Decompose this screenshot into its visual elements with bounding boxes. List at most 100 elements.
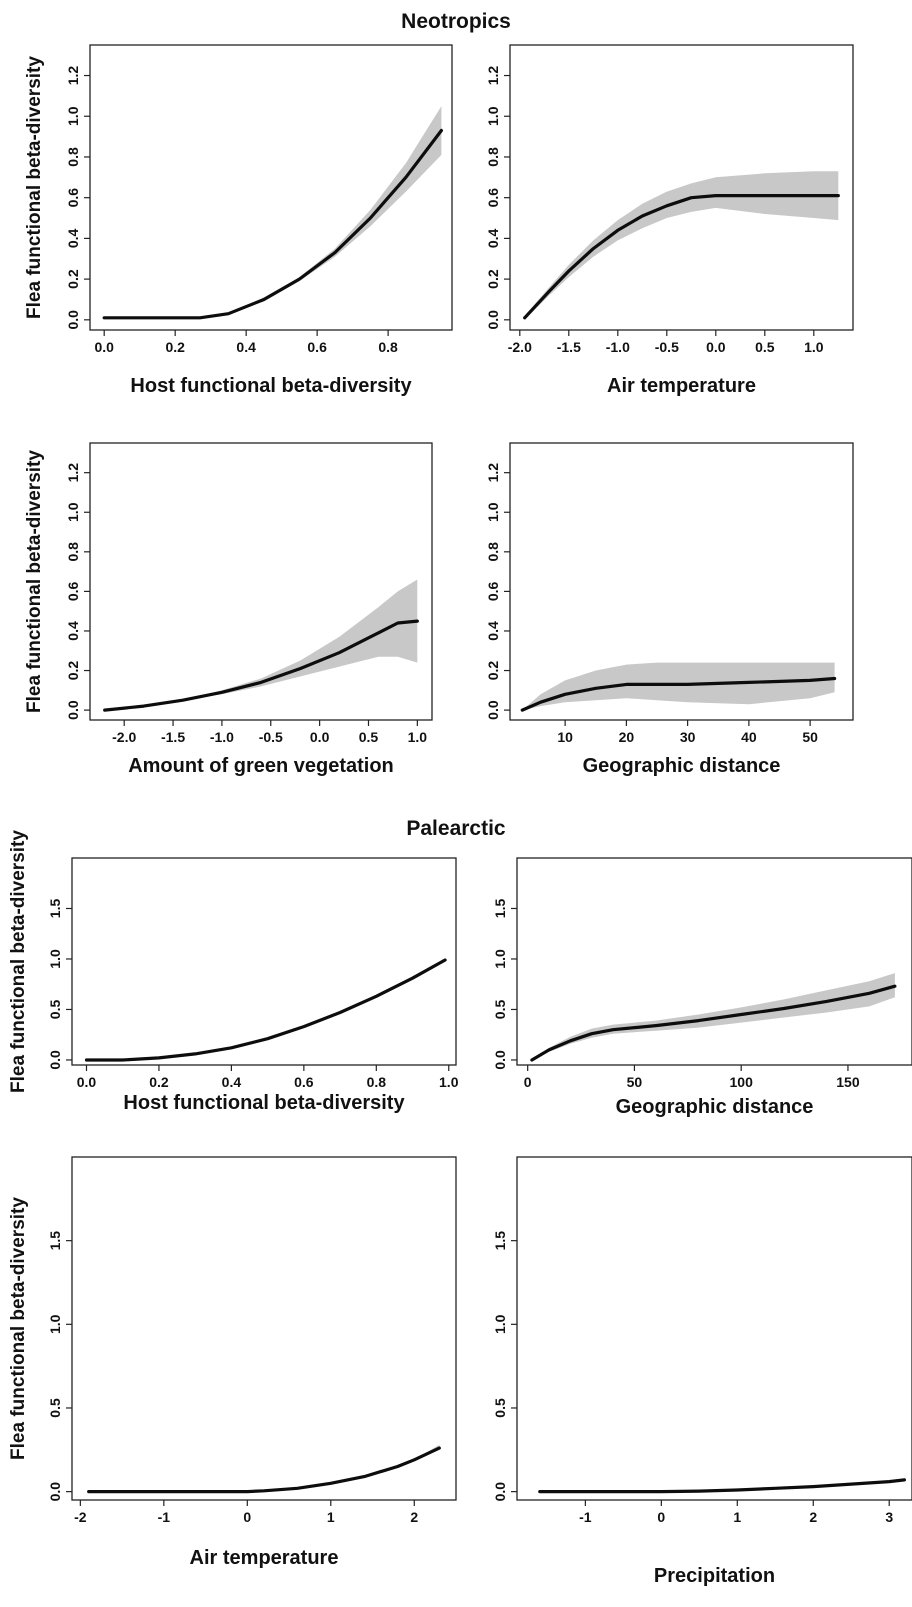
confidence-band [522,662,835,711]
x-tick-label: -1.0 [606,339,630,355]
y-tick-label: 0.8 [65,542,81,562]
y-tick-label: 0.8 [65,147,81,167]
plot-frame [516,857,912,1066]
section-title-palearctic: Palearctic [406,817,506,840]
y-tick-label: 1.5 [492,1231,508,1251]
x-tick-label: 30 [680,729,696,745]
fitted-curve [530,984,897,1062]
plot-frame [89,44,453,331]
x-tick-label: 0.2 [149,1074,169,1090]
panel-8: -1 0 1 2 3 0.0 0.5 1.0 1.5 Precipitation [492,1156,912,1587]
plot-frame [509,44,854,331]
x-tick-label: 10 [557,729,573,745]
confidence-band [104,106,442,318]
x-tick-label: 20 [619,729,635,745]
x-tick-label: 0.8 [378,339,398,355]
plot-frame [71,857,457,1066]
x-tick-label: 1.0 [439,1074,459,1090]
y-tick-label: 0.0 [65,310,81,330]
section-title-neotropics: Neotropics [401,10,511,33]
y-tick-label: 1.2 [485,463,501,483]
fitted-curve [103,619,419,712]
y-tick-label: 0.6 [65,188,81,208]
x-tick-label: 1.0 [408,729,428,745]
y-tick-label: 0.6 [485,581,501,601]
y-tick-label: 0.4 [65,621,81,641]
plot-frame [89,442,433,721]
fitted-curve [538,1478,906,1494]
x-tick-label: 0.0 [706,339,726,355]
y-tick-label: 1.0 [65,502,81,522]
confidence-band [524,171,839,320]
x-tick-label: 0.6 [307,339,327,355]
x-tick-label: -1.5 [557,339,581,355]
x-tick-label: 2 [809,1509,817,1525]
x-tick-label: 0.2 [165,339,185,355]
x-tick-label: 0.0 [310,729,330,745]
x-tick-label: -0.5 [259,729,283,745]
x-tick-label: 3 [885,1509,893,1525]
x-axis-label: Precipitation [654,1565,775,1587]
panel-7: -2 -1 0 1 2 0.0 0.5 1.0 1.5 Air temperature Flea f… [8,1156,457,1569]
y-tick-label: 0.0 [485,310,501,330]
plot-frame [71,1156,457,1501]
y-axis-label: Flea functional beta-diversity [8,830,29,1093]
x-axis-label: Geographic distance [616,1096,814,1118]
confidence-band [104,579,418,711]
y-tick-label: 0.2 [65,661,81,681]
y-tick-label: 1.5 [47,899,63,919]
x-tick-label: 100 [730,1074,754,1090]
x-tick-label: 2 [410,1509,418,1525]
y-tick-label: 1.0 [492,949,508,969]
x-tick-label: 0.5 [359,729,379,745]
panel-5: 0.0 0.2 0.4 0.6 0.8 1.0 0.0 0.5 1.0 1.5 Host funct… [8,830,459,1114]
y-tick-label: 0.5 [47,1398,63,1418]
y-tick-label: 0.0 [485,700,501,720]
y-tick-label: 1.0 [485,502,501,522]
panel-6: 0 50 100 150 0.0 0.5 1.0 1.5 Geographic distance [492,857,912,1118]
y-tick-label: 0.4 [65,228,81,248]
x-axis-label: Host functional beta-diversity [130,375,412,397]
x-tick-label: 0.0 [94,339,114,355]
x-tick-label: 0.4 [222,1074,242,1090]
x-tick-label: -2.0 [508,339,532,355]
y-tick-label: 1.0 [65,106,81,126]
y-tick-label: 1.5 [492,899,508,919]
x-tick-label: 0.0 [77,1074,97,1090]
x-tick-label: 50 [802,729,818,745]
x-tick-label: -1.0 [210,729,234,745]
x-tick-label: -1 [579,1509,592,1525]
y-axis-label: Flea functional beta-diversity [24,56,45,319]
panel-4: 10 20 30 40 50 0.0 0.2 0.4 0.6 0.8 1.0 1.2 Geographi… [485,442,854,777]
x-tick-label: 40 [741,729,757,745]
x-tick-label: 0.6 [294,1074,314,1090]
panels: 0.0 0.2 0.4 0.6 0.8 0.0 0.2 0.4 0.6 0.8 1.0 1.2 Host… [8,44,912,1587]
y-axis-label: Flea functional beta-diversity [8,1197,29,1460]
y-tick-label: 1.0 [492,1314,508,1334]
y-tick-label: 1.0 [47,949,63,969]
y-tick-label: 0.0 [65,700,81,720]
panel-3: -2.0 -1.5 -1.0 -0.5 0.0 0.5 1.0 0.0 0.2 0.4 0.6 0.8… [24,442,433,777]
y-tick-label: 0.0 [47,1050,63,1070]
fitted-curve [520,676,837,712]
y-tick-label: 0.8 [485,542,501,562]
y-tick-label: 0.0 [492,1050,508,1070]
fitted-curve [84,958,447,1062]
x-axis-label: Geographic distance [583,755,781,777]
x-tick-label: 0 [657,1509,665,1525]
y-tick-label: 0.8 [485,147,501,167]
confidence-band [86,960,446,1060]
x-tick-label: 0.4 [236,339,256,355]
x-tick-label: 0.8 [367,1074,387,1090]
x-tick-label: 150 [836,1074,860,1090]
x-tick-label: 0.5 [755,339,775,355]
x-tick-label: 0 [524,1074,532,1090]
x-tick-label: 1 [327,1509,335,1525]
x-tick-label: 0 [243,1509,251,1525]
x-axis-label: Amount of green vegetation [128,755,394,777]
panel-1: 0.0 0.2 0.4 0.6 0.8 0.0 0.2 0.4 0.6 0.8 1.0 1.2 Host… [24,44,453,397]
fitted-curve [87,1446,441,1494]
confidence-band [531,973,895,1060]
plot-frame [516,1156,912,1501]
